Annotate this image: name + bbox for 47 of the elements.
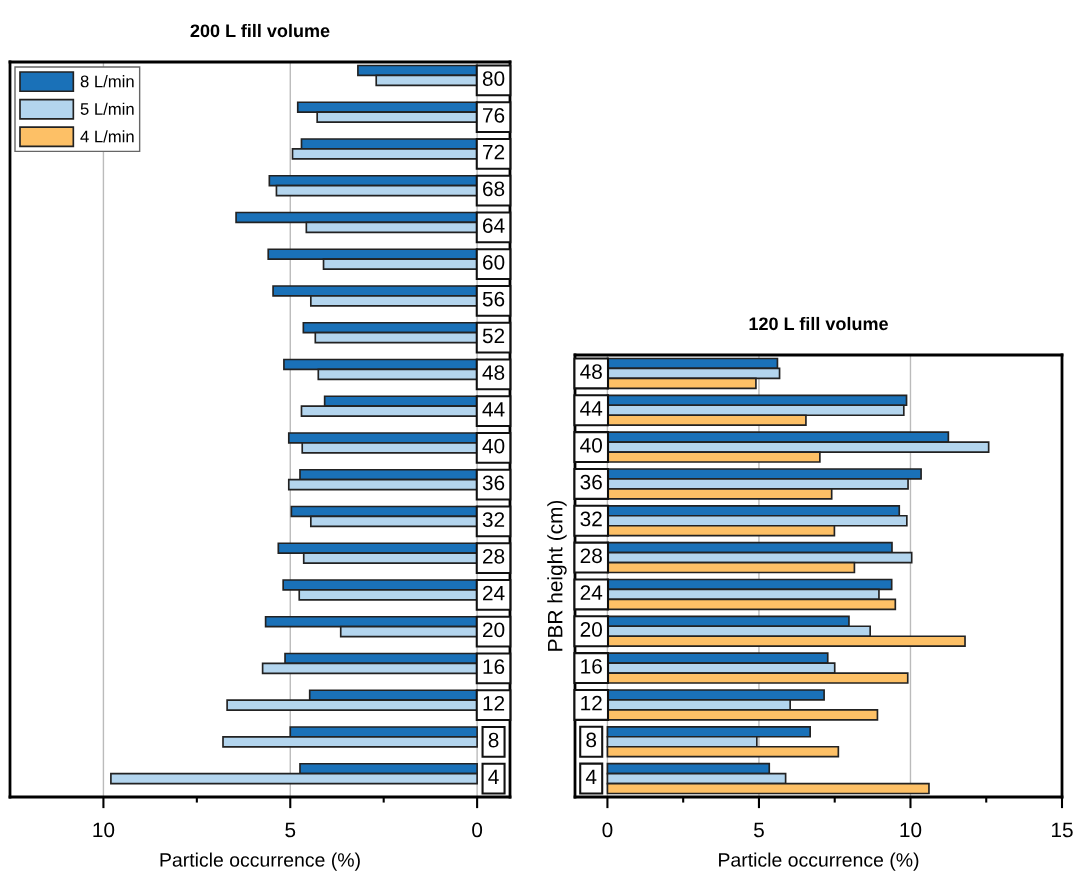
x-tick-label: 0 — [472, 822, 483, 838]
x-tick-label: 15 — [1052, 822, 1073, 838]
x-tick-label: 10 — [93, 822, 115, 838]
y-tick-label: 16 — [581, 658, 602, 674]
y-tick-label: 16 — [483, 659, 505, 674]
y-tick-label: 60 — [483, 254, 505, 270]
y-tick-label: 20 — [483, 622, 505, 638]
x-tick-label: 0 — [602, 822, 613, 838]
y-tick-label: 48 — [580, 364, 602, 380]
y-tick-label: 80 — [482, 71, 505, 86]
y-tick-label: 36 — [482, 475, 505, 491]
y-tick-label: 56 — [482, 291, 505, 307]
x-tick-label: 5 — [753, 822, 764, 838]
y-tick-label: 4 — [585, 769, 597, 784]
y-tick-label: 68 — [483, 181, 505, 197]
y-tick-label: 8 — [586, 732, 597, 748]
y-tick-label: 24 — [483, 585, 505, 601]
legend-label: 5 L/min — [80, 102, 134, 115]
y-tick-label: 40 — [580, 437, 602, 453]
y-tick-label: 24 — [580, 585, 603, 600]
y-tick-label: 64 — [483, 218, 505, 233]
y-tick-label: 32 — [482, 512, 505, 527]
y-tick-label: 44 — [580, 401, 603, 416]
y-tick-label: 44 — [482, 402, 505, 417]
y-tick-label: 76 — [483, 107, 505, 123]
x-axis-title: Particle occurrence (%) — [160, 852, 360, 871]
y-tick-label: 52 — [482, 328, 505, 344]
y-tick-label: 28 — [483, 548, 505, 564]
chart-title: 120 L fill volume — [749, 316, 888, 331]
y-tick-label: 4 — [488, 769, 499, 785]
y-tick-label: 8 — [488, 732, 499, 748]
y-tick-label: 48 — [482, 365, 505, 380]
y-tick-label: 32 — [580, 511, 602, 527]
x-axis-title: Particle occurrence (%) — [719, 852, 919, 871]
y-tick-label: 36 — [580, 474, 602, 490]
y-tick-label: 28 — [580, 548, 602, 564]
y-axis-title: PBR height (cm) — [547, 500, 567, 651]
legend-label: 4 L/min — [80, 130, 134, 143]
legend-label: 8 L/min — [80, 75, 134, 88]
y-tick-label: 20 — [580, 622, 602, 637]
y-tick-label: 12 — [581, 695, 602, 711]
y-tick-label: 40 — [482, 438, 505, 454]
y-tick-label: 12 — [483, 695, 505, 711]
chart-title: 200 L fill volume — [190, 23, 330, 38]
x-tick-label: 10 — [900, 822, 922, 838]
y-tick-label: 72 — [483, 144, 505, 160]
x-tick-label: 5 — [285, 822, 296, 838]
